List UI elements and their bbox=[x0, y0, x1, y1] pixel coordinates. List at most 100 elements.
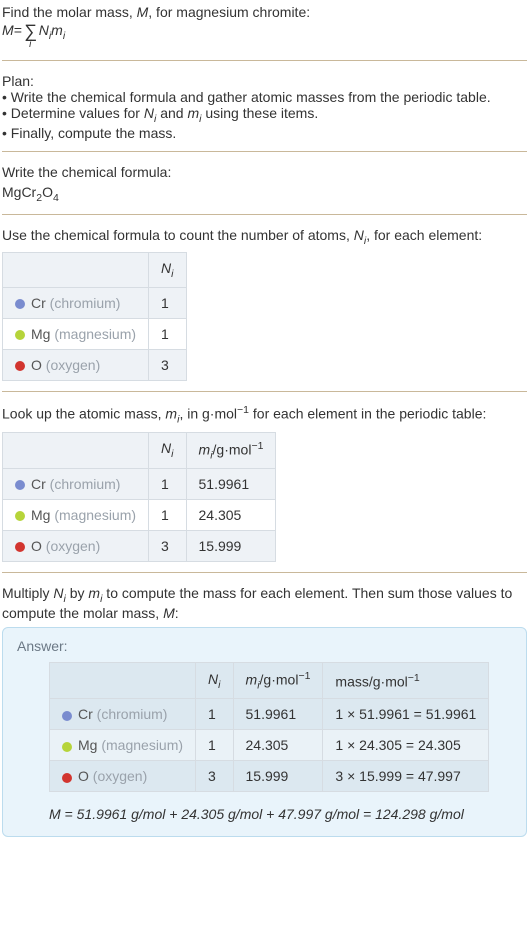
th-mi-m: m bbox=[246, 672, 258, 688]
name-cr: (chromium) bbox=[97, 706, 168, 722]
plan-b2c: using these items. bbox=[201, 105, 318, 121]
intro-text-b: , for magnesium chromite: bbox=[148, 4, 310, 20]
ni-cr: 1 bbox=[196, 699, 233, 730]
table-row: Mg (magnesium) 1 24.305 1 × 24.305 = 24.… bbox=[50, 730, 489, 761]
mi-cr: 51.9961 bbox=[186, 469, 276, 500]
ni-mg: 1 bbox=[196, 730, 233, 761]
separator bbox=[2, 572, 527, 573]
multiply-text: Multiply Ni by mi to compute the mass fo… bbox=[2, 585, 527, 621]
table-row: Mg (magnesium) 1 bbox=[3, 319, 187, 350]
table-row: Cr (chromium) 1 51.9961 1 × 51.9961 = 51… bbox=[50, 699, 489, 730]
intro-M: M bbox=[137, 4, 149, 20]
th-mass: mass/g·mol−1 bbox=[323, 662, 489, 698]
mul-m: m bbox=[88, 585, 100, 601]
elem-cr: Cr (chromium) bbox=[50, 699, 196, 730]
intro-block: Find the molar mass, M, for magnesium ch… bbox=[2, 4, 527, 50]
th-empty bbox=[3, 432, 149, 468]
answer-inner: Ni mi/g·mol−1 mass/g·mol−1 Cr (chromium)… bbox=[17, 662, 512, 822]
ni-o: 3 bbox=[196, 761, 233, 792]
dot-mg bbox=[62, 742, 72, 752]
intro-formula: M = ∑ i Nimi bbox=[2, 22, 527, 50]
ni-mg: 1 bbox=[149, 500, 186, 531]
table-row: O (oxygen) 3 bbox=[3, 350, 187, 381]
f-m: m bbox=[51, 22, 63, 38]
sym-cr: Cr bbox=[31, 476, 46, 492]
dot-o bbox=[62, 773, 72, 783]
mi-cr: 51.9961 bbox=[233, 699, 323, 730]
th-mi: mi/g·mol−1 bbox=[233, 662, 323, 698]
th-mass-a: mass/g·mol bbox=[335, 673, 407, 689]
sym-o: O bbox=[78, 768, 89, 784]
sym-mg: Mg bbox=[31, 326, 50, 342]
plan-b2: • Determine values for Ni and mi using t… bbox=[2, 105, 527, 125]
th-ni-n: N bbox=[208, 671, 218, 687]
th-ni-n: N bbox=[161, 440, 171, 456]
sym-o: O bbox=[31, 357, 42, 373]
sym-o: O bbox=[31, 538, 42, 554]
lu-m: m bbox=[165, 406, 177, 422]
final-M: M bbox=[49, 806, 61, 822]
separator bbox=[2, 214, 527, 215]
count-block: Use the chemical formula to count the nu… bbox=[2, 227, 527, 382]
ni-cr: 1 bbox=[149, 469, 186, 500]
plan-N: N bbox=[144, 105, 154, 121]
th-mi: mi/g·mol−1 bbox=[186, 432, 276, 468]
dot-mg bbox=[15, 511, 25, 521]
name-mg: (magnesium) bbox=[54, 507, 136, 523]
name-o: (oxygen) bbox=[46, 357, 100, 373]
sym-cr: Cr bbox=[31, 295, 46, 311]
table-row: Ni mi/g·mol−1 bbox=[3, 432, 276, 468]
count-a: Use the chemical formula to count the nu… bbox=[2, 227, 354, 243]
f-mi: i bbox=[63, 30, 65, 42]
plan-m: m bbox=[187, 105, 199, 121]
mi-o: 15.999 bbox=[233, 761, 323, 792]
name-cr: (chromium) bbox=[50, 476, 121, 492]
ni-o: 3 bbox=[149, 350, 186, 381]
final-line: M = 51.9961 g/mol + 24.305 g/mol + 47.99… bbox=[49, 806, 512, 822]
answer-label: Answer: bbox=[17, 638, 512, 654]
formula-block: Write the chemical formula: MgCr2O4 bbox=[2, 164, 527, 204]
table-answer: Ni mi/g·mol−1 mass/g·mol−1 Cr (chromium)… bbox=[49, 662, 489, 792]
mi-o: 15.999 bbox=[186, 531, 276, 562]
name-mg: (magnesium) bbox=[54, 326, 136, 342]
th-ni: Ni bbox=[149, 432, 186, 468]
dot-o bbox=[15, 361, 25, 371]
f-N: N bbox=[39, 22, 49, 38]
table-mi: Ni mi/g·mol−1 Cr (chromium) 1 51.9961 Mg… bbox=[2, 432, 276, 562]
plan-b2b: and bbox=[156, 105, 187, 121]
th-empty bbox=[3, 253, 149, 288]
sigma: ∑ bbox=[24, 22, 37, 40]
name-cr: (chromium) bbox=[50, 295, 121, 311]
count-N: N bbox=[354, 227, 364, 243]
th-ni-i: i bbox=[218, 679, 220, 691]
elem-o: O (oxygen) bbox=[50, 761, 196, 792]
th-mi-u: /g·mol bbox=[260, 672, 299, 688]
th-mi-n1: −1 bbox=[298, 670, 310, 682]
plan-b1: • Write the chemical formula and gather … bbox=[2, 89, 527, 105]
final-rest: = 51.9961 g/mol + 24.305 g/mol + 47.997 … bbox=[61, 806, 464, 822]
th-ni: Ni bbox=[196, 662, 233, 698]
th-ni-i: i bbox=[171, 448, 173, 460]
dot-cr bbox=[15, 480, 25, 490]
separator bbox=[2, 60, 527, 61]
table-row: Ni mi/g·mol−1 mass/g·mol−1 bbox=[50, 662, 489, 698]
mass-mg: 1 × 24.305 = 24.305 bbox=[323, 730, 489, 761]
th-mi-n1: −1 bbox=[251, 440, 263, 452]
table-row: O (oxygen) 3 15.999 3 × 15.999 = 47.997 bbox=[50, 761, 489, 792]
multiply-block: Multiply Ni by mi to compute the mass fo… bbox=[2, 585, 527, 621]
mi-mg: 24.305 bbox=[233, 730, 323, 761]
separator bbox=[2, 151, 527, 152]
sym-mg: Mg bbox=[31, 507, 50, 523]
mul-b: by bbox=[66, 585, 89, 601]
ni-mg: 1 bbox=[149, 319, 186, 350]
plan-block: Plan: • Write the chemical formula and g… bbox=[2, 73, 527, 141]
table-row: Cr (chromium) 1 51.9961 bbox=[3, 469, 276, 500]
sym-cr: Cr bbox=[78, 706, 93, 722]
lookup-block: Look up the atomic mass, mi, in g·mol−1 … bbox=[2, 404, 527, 562]
elem-cr: Cr (chromium) bbox=[3, 469, 149, 500]
mul-d: : bbox=[175, 605, 179, 621]
elem-o: O (oxygen) bbox=[3, 531, 149, 562]
th-mi-u: /g·mol bbox=[213, 441, 252, 457]
separator bbox=[2, 391, 527, 392]
lu-a: Look up the atomic mass, bbox=[2, 406, 165, 422]
